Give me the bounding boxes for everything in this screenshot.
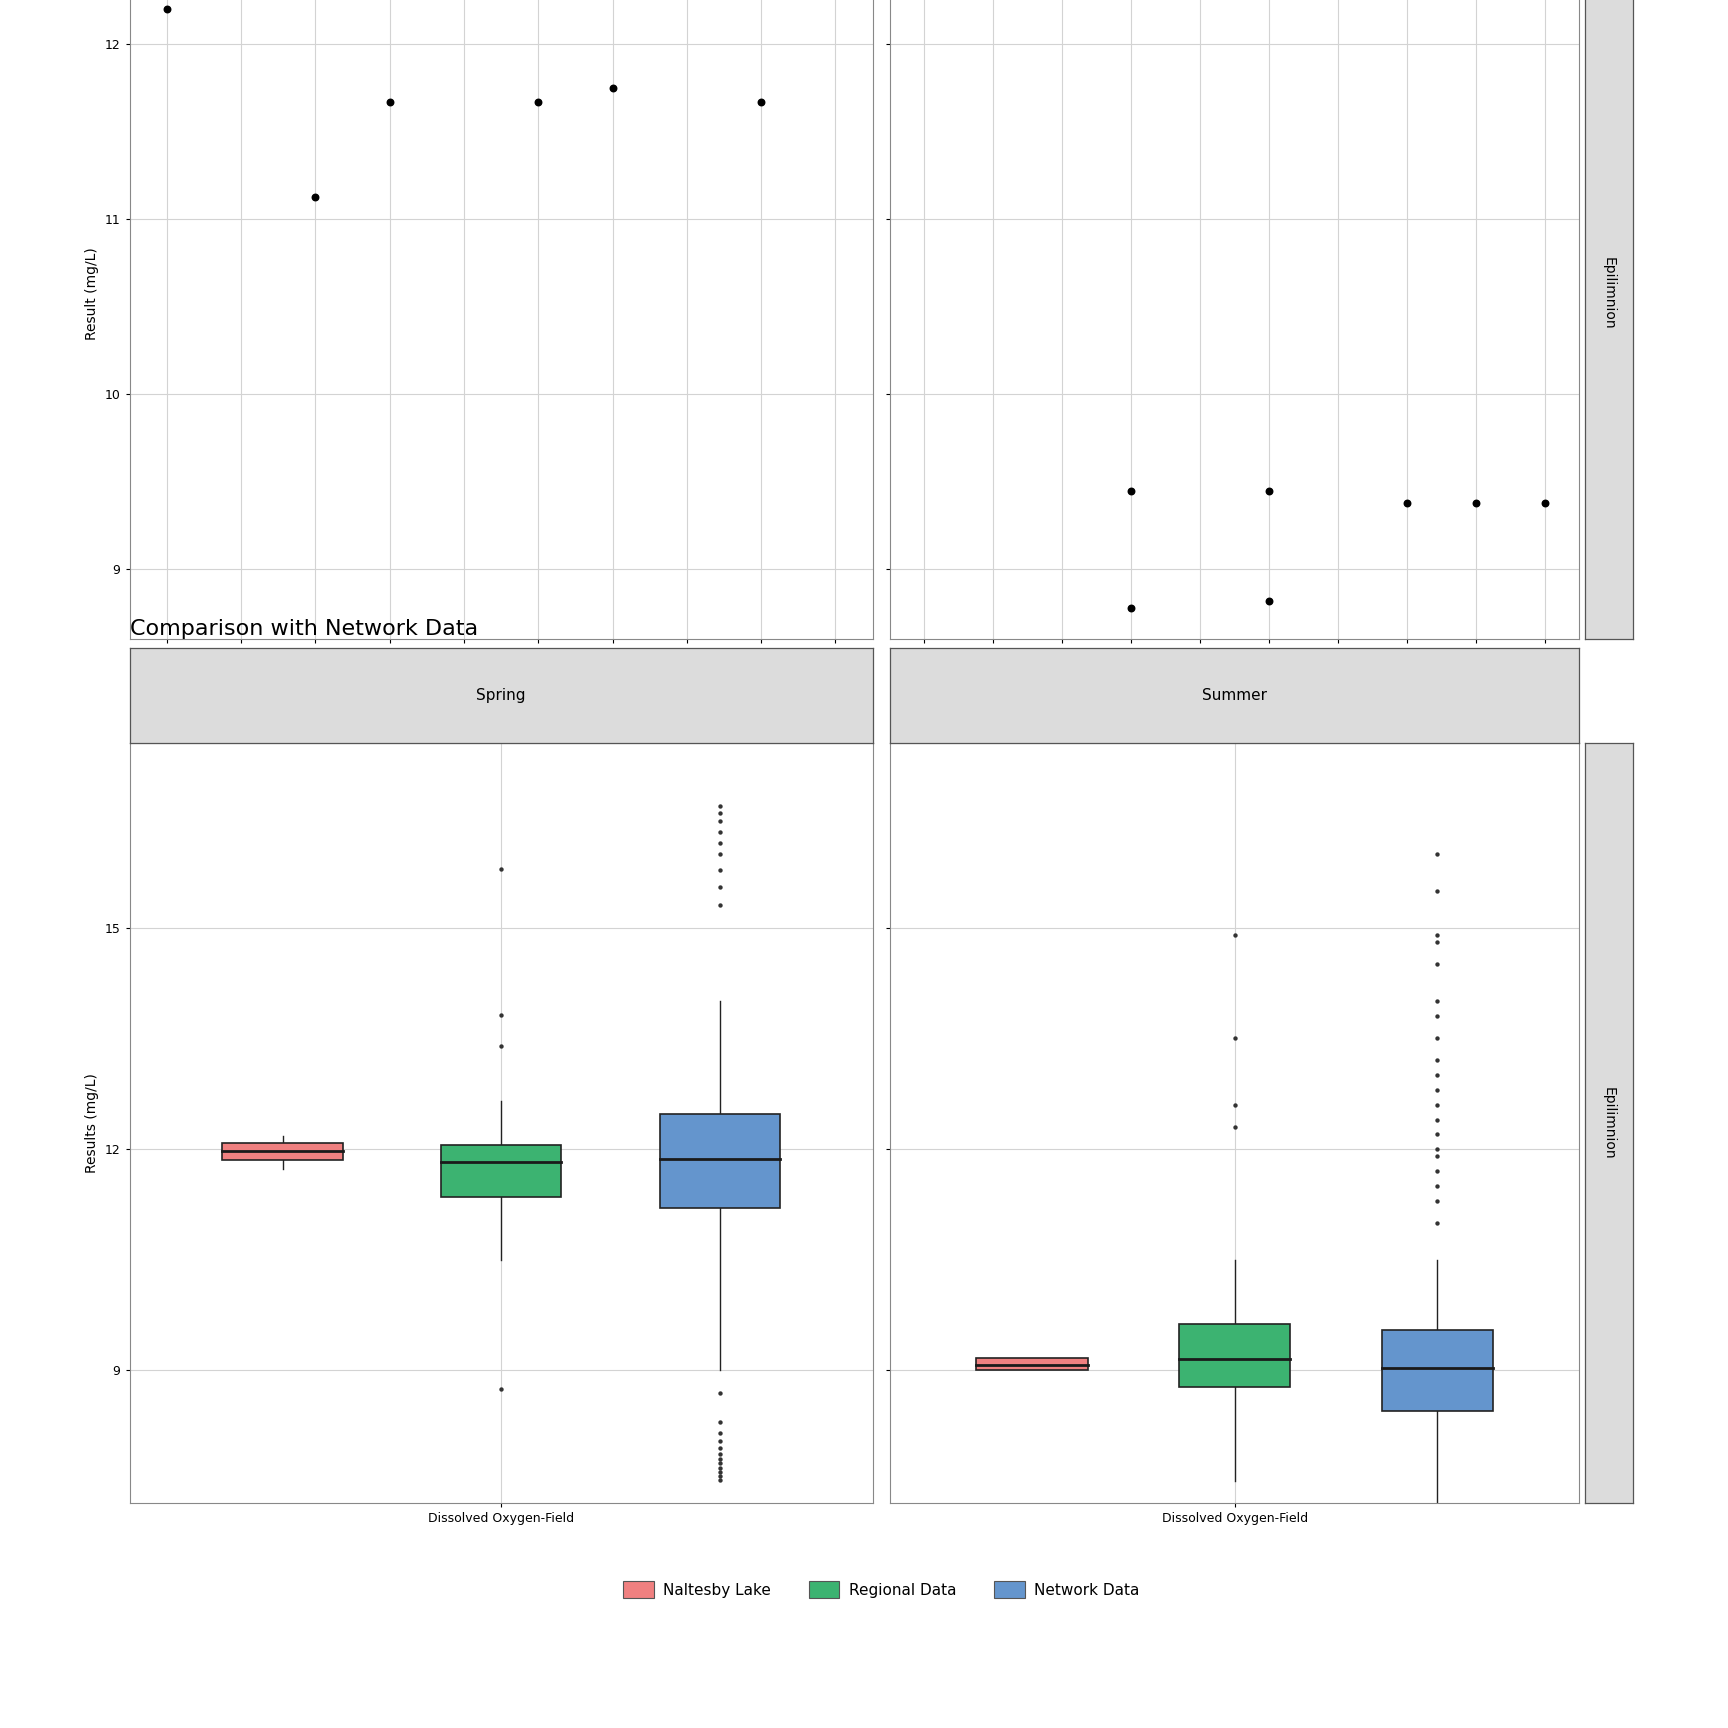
Point [487, 1001, 515, 1028]
Point [1424, 1142, 1452, 1170]
Bar [976, 1358, 1087, 1370]
Point [705, 829, 733, 857]
Point [1424, 1025, 1452, 1052]
Point [1424, 840, 1452, 867]
Point [705, 1434, 733, 1462]
Point [1220, 1090, 1248, 1118]
Point [705, 873, 733, 900]
Point [705, 855, 733, 883]
Point [600, 74, 627, 102]
Point [1424, 1120, 1452, 1147]
Point [705, 1465, 733, 1493]
Text: Spring: Spring [477, 688, 525, 703]
Point [1424, 1172, 1452, 1199]
Point [302, 183, 330, 211]
Point [705, 892, 733, 919]
Point [1424, 1187, 1452, 1215]
Point [1118, 594, 1146, 622]
Point [1424, 1158, 1452, 1185]
Point [705, 1458, 733, 1486]
Point [1424, 988, 1452, 1016]
Point [1424, 1090, 1452, 1118]
Bar [223, 1144, 342, 1159]
Point [705, 1453, 733, 1481]
Point [1424, 950, 1452, 978]
Text: Epilimnion: Epilimnion [1602, 1087, 1616, 1159]
Point [1531, 489, 1559, 517]
Bar [1178, 1324, 1291, 1388]
Point [1424, 1135, 1452, 1163]
Point [1255, 477, 1282, 505]
Point [1424, 1047, 1452, 1075]
Point [1220, 1113, 1248, 1140]
Point [705, 1427, 733, 1455]
Point [705, 791, 733, 819]
Point [1424, 1077, 1452, 1104]
Point [705, 1419, 733, 1446]
Point [705, 1439, 733, 1467]
Point [1220, 1025, 1248, 1052]
Text: Epilimnion: Epilimnion [1602, 257, 1616, 330]
Bar [1382, 1331, 1493, 1412]
Point [705, 817, 733, 845]
Point [1424, 1106, 1452, 1134]
Point [1424, 1210, 1452, 1237]
Point [705, 807, 733, 835]
Point [705, 840, 733, 867]
Y-axis label: Result (mg/L): Result (mg/L) [85, 247, 98, 340]
Point [705, 1445, 733, 1472]
Point [705, 800, 733, 828]
Point [487, 855, 515, 883]
Point [1462, 489, 1490, 517]
Point [705, 1462, 733, 1490]
Point [705, 1379, 733, 1407]
Point [487, 1375, 515, 1403]
Legend: Naltesby Lake, Regional Data, Network Data: Naltesby Lake, Regional Data, Network Da… [617, 1576, 1146, 1604]
Point [1255, 588, 1282, 615]
Point [1424, 1061, 1452, 1089]
Y-axis label: Results (mg/L): Results (mg/L) [85, 1073, 98, 1173]
Point [524, 88, 551, 116]
Point [748, 88, 776, 116]
Bar [660, 1113, 779, 1208]
Point [1220, 921, 1248, 949]
Bar [441, 1146, 562, 1198]
Point [705, 1408, 733, 1436]
Point [377, 88, 404, 116]
Point [1424, 1002, 1452, 1030]
Point [1424, 928, 1452, 956]
Point [1118, 477, 1146, 505]
Point [1393, 489, 1420, 517]
Point [705, 1450, 733, 1477]
Point [1424, 921, 1452, 949]
Point [1424, 876, 1452, 904]
Text: Summer: Summer [1203, 688, 1267, 703]
Text: Comparison with Network Data: Comparison with Network Data [130, 619, 477, 639]
Point [487, 1032, 515, 1059]
Point [154, 0, 181, 22]
